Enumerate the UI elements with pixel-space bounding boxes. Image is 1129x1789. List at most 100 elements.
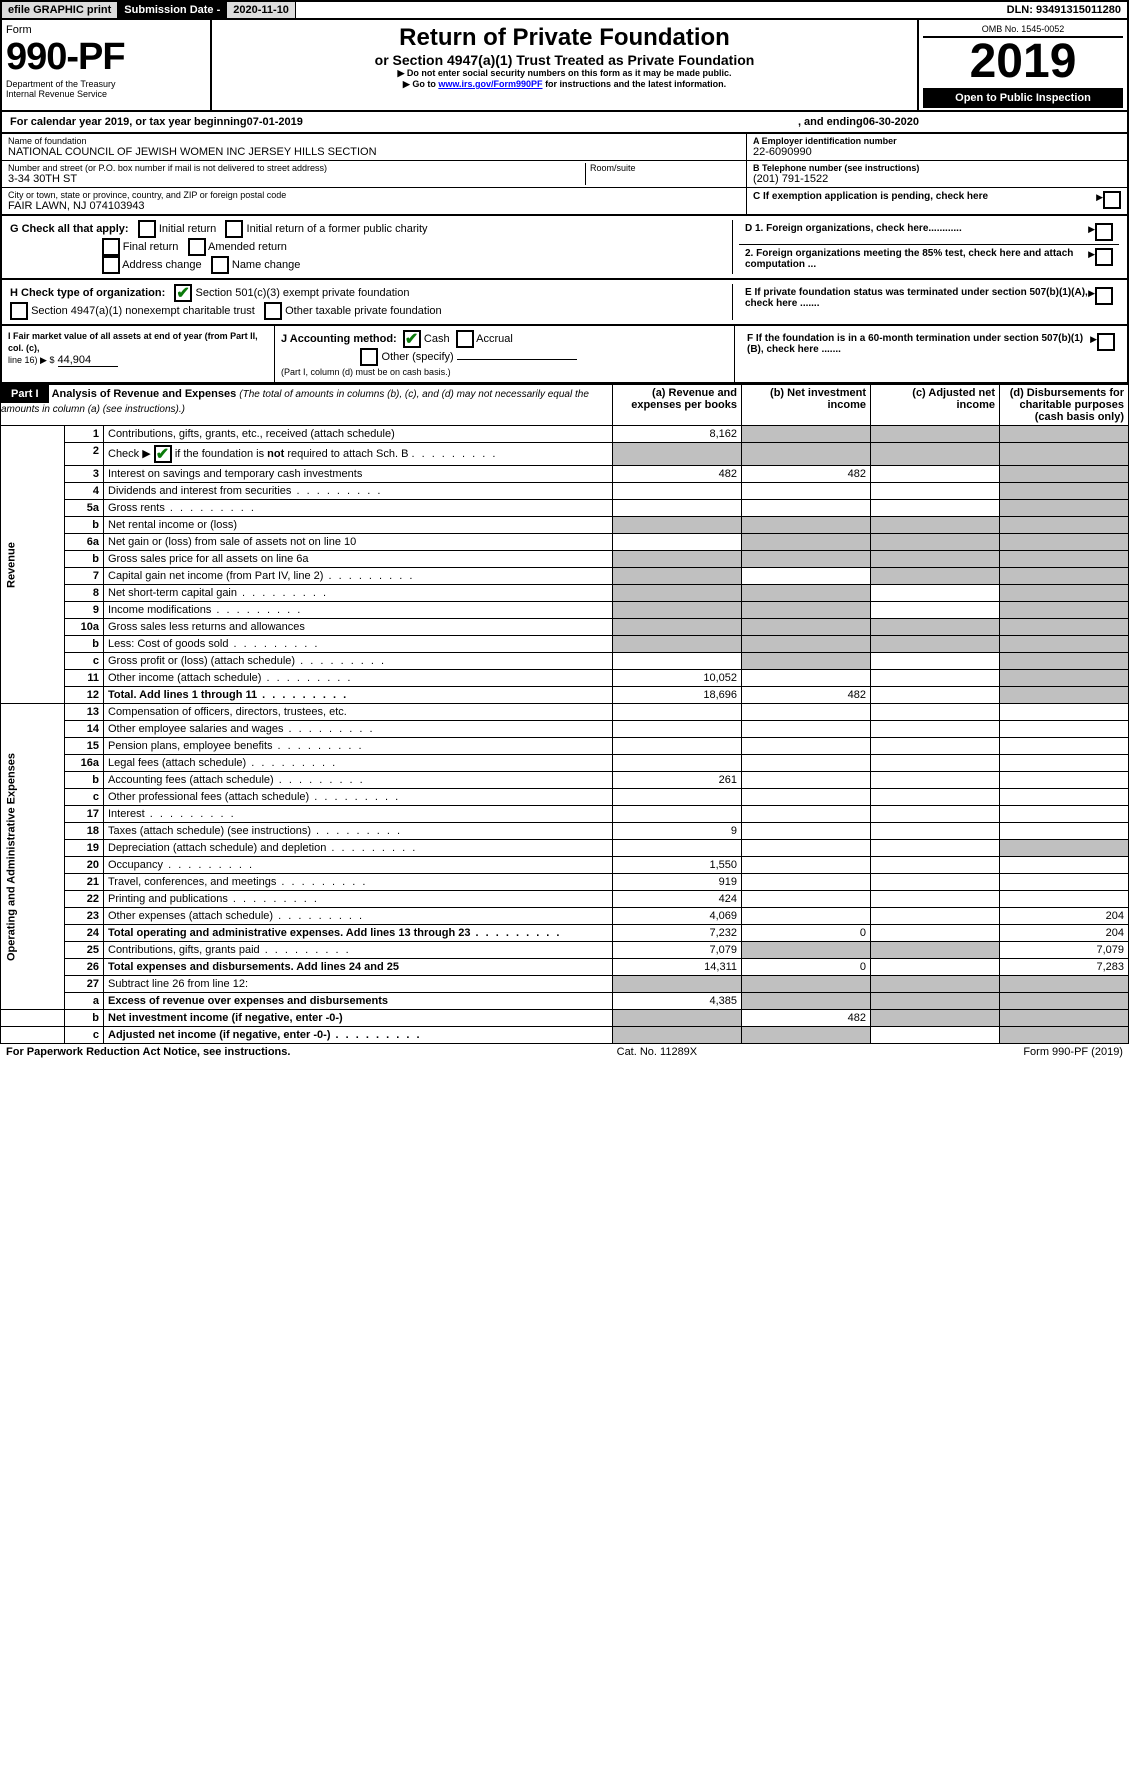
submission-date-label: Submission Date - [118, 2, 227, 18]
table-row: 19Depreciation (attach schedule) and dep… [1, 840, 1129, 857]
table-row: bLess: Cost of goods sold [1, 636, 1129, 653]
tel-value: (201) 791-1522 [753, 173, 1121, 185]
section-h: H Check type of organization: Section 50… [0, 280, 1129, 326]
instructions-link[interactable]: www.irs.gov/Form990PF [438, 79, 542, 89]
arrow-icon [1090, 333, 1097, 355]
table-row: 18Taxes (attach schedule) (see instructi… [1, 823, 1129, 840]
col-b-header: (b) Net investment income [742, 385, 871, 426]
efile-button[interactable]: efile GRAPHIC print [2, 2, 118, 18]
form-title: Return of Private Foundation [222, 24, 907, 52]
g-final-checkbox[interactable] [102, 238, 120, 256]
goto-suffix: for instructions and the latest informat… [545, 79, 726, 89]
g-label: G Check all that apply: [10, 223, 129, 235]
table-row: 15Pension plans, employee benefits [1, 738, 1129, 755]
h-4947-checkbox[interactable] [10, 302, 28, 320]
h-opt3: Other taxable private foundation [285, 305, 442, 317]
instructions-line: ▶ Go to www.irs.gov/Form990PF for instru… [222, 79, 907, 90]
arrow-icon [1088, 248, 1095, 270]
f-checkbox[interactable] [1097, 333, 1115, 351]
d1-checkbox[interactable] [1095, 223, 1113, 241]
g-amended-checkbox[interactable] [188, 238, 206, 256]
g-name-checkbox[interactable] [211, 256, 229, 274]
calendar-year-row: For calendar year 2019, or tax year begi… [0, 112, 1129, 134]
street-address: 3-34 30TH ST [8, 173, 585, 185]
g-opt-0: Initial return [159, 223, 216, 235]
expenses-label: Operating and Administrative Expenses [1, 704, 65, 1010]
paperwork-notice: For Paperwork Reduction Act Notice, see … [6, 1046, 290, 1058]
h-label: H Check type of organization: [10, 287, 165, 299]
d1-label: D 1. Foreign organizations, check here..… [745, 223, 1088, 241]
c-label: C If exemption application is pending, c… [753, 191, 1096, 209]
j-note: (Part I, column (d) must be on cash basi… [281, 367, 451, 377]
table-row: bGross sales price for all assets on lin… [1, 551, 1129, 568]
tel-label: B Telephone number (see instructions) [753, 163, 1121, 173]
top-bar: efile GRAPHIC print Submission Date - 20… [0, 0, 1129, 20]
form-footer-label: Form 990-PF (2019) [1023, 1046, 1123, 1058]
table-row: bNet investment income (if negative, ent… [1, 1010, 1129, 1027]
cal-end: 06-30-2020 [863, 116, 919, 128]
form-label: Form [6, 24, 206, 36]
j-other: Other (specify) [382, 351, 454, 363]
table-row: 23Other expenses (attach schedule)4,0692… [1, 908, 1129, 925]
table-row: 2Check ▶ if the foundation is not requir… [1, 443, 1129, 466]
warning-ssn: ▶ Do not enter social security numbers o… [222, 68, 907, 79]
table-row: 8Net short-term capital gain [1, 585, 1129, 602]
h-501c3-checkbox[interactable] [174, 284, 192, 302]
j-cash: Cash [424, 333, 450, 345]
d2-label: 2. Foreign organizations meeting the 85%… [745, 248, 1088, 270]
table-row: 26Total expenses and disbursements. Add … [1, 959, 1129, 976]
arrow-icon [1088, 287, 1095, 309]
table-row: 20Occupancy1,550 [1, 857, 1129, 874]
cal-prefix: For calendar year 2019, or tax year begi… [10, 116, 247, 128]
table-row: 27Subtract line 26 from line 12: [1, 976, 1129, 993]
table-row: cGross profit or (loss) (attach schedule… [1, 653, 1129, 670]
revenue-label: Revenue [1, 426, 65, 704]
city-label: City or town, state or province, country… [8, 190, 740, 200]
form-subtitle: or Section 4947(a)(1) Trust Treated as P… [222, 52, 907, 68]
dln-value: DLN: 93491315011280 [1001, 2, 1127, 18]
sch-b-checkbox[interactable] [154, 445, 172, 463]
g-initial-checkbox[interactable] [138, 220, 156, 238]
j-other-checkbox[interactable] [360, 348, 378, 366]
j-accrual: Accrual [476, 333, 513, 345]
table-row: 4Dividends and interest from securities [1, 483, 1129, 500]
tax-year: 2019 [923, 38, 1123, 86]
i-line: line 16) ▶ $ [8, 355, 54, 365]
form-page: efile GRAPHIC print Submission Date - 20… [0, 0, 1129, 1060]
ein-label: A Employer identification number [753, 136, 1121, 146]
name-label: Name of foundation [8, 136, 740, 146]
c-checkbox[interactable] [1103, 191, 1121, 209]
h-opt1: Section 501(c)(3) exempt private foundat… [195, 287, 409, 299]
j-cash-checkbox[interactable] [403, 330, 421, 348]
table-row: 5aGross rents [1, 500, 1129, 517]
footer: For Paperwork Reduction Act Notice, see … [0, 1044, 1129, 1060]
g-address-checkbox[interactable] [102, 256, 120, 274]
table-row: Revenue1Contributions, gifts, grants, et… [1, 426, 1129, 443]
foundation-name: NATIONAL COUNCIL OF JEWISH WOMEN INC JER… [8, 146, 740, 158]
table-row: 3Interest on savings and temporary cash … [1, 466, 1129, 483]
f-label: F If the foundation is in a 60-month ter… [747, 333, 1090, 355]
cal-begin: 07-01-2019 [247, 116, 303, 128]
part1-table: Part I Analysis of Revenue and Expenses … [0, 384, 1129, 1044]
cat-number: Cat. No. 11289X [617, 1046, 698, 1058]
table-row: 7Capital gain net income (from Part IV, … [1, 568, 1129, 585]
g-former-checkbox[interactable] [225, 220, 243, 238]
j-label: J Accounting method: [281, 333, 397, 345]
e-checkbox[interactable] [1095, 287, 1113, 305]
table-row: 14Other employee salaries and wages [1, 721, 1129, 738]
table-row: cOther professional fees (attach schedul… [1, 789, 1129, 806]
submission-date-value: 2020-11-10 [227, 2, 296, 18]
cal-mid: , and ending [798, 116, 863, 128]
h-other-checkbox[interactable] [264, 302, 282, 320]
j-accrual-checkbox[interactable] [456, 330, 474, 348]
i-label: I Fair market value of all assets at end… [8, 331, 258, 353]
arrow-icon [1096, 191, 1103, 209]
g-opt-1: Final return [123, 241, 179, 253]
d2-checkbox[interactable] [1095, 248, 1113, 266]
open-inspection-badge: Open to Public Inspection [923, 88, 1123, 108]
form-header: Form 990-PF Department of the Treasury I… [0, 20, 1129, 112]
form-number: 990-PF [6, 36, 206, 79]
table-row: 11Other income (attach schedule)10,052 [1, 670, 1129, 687]
goto-prefix: ▶ Go to [403, 79, 438, 89]
section-ij: I Fair market value of all assets at end… [0, 326, 1129, 384]
